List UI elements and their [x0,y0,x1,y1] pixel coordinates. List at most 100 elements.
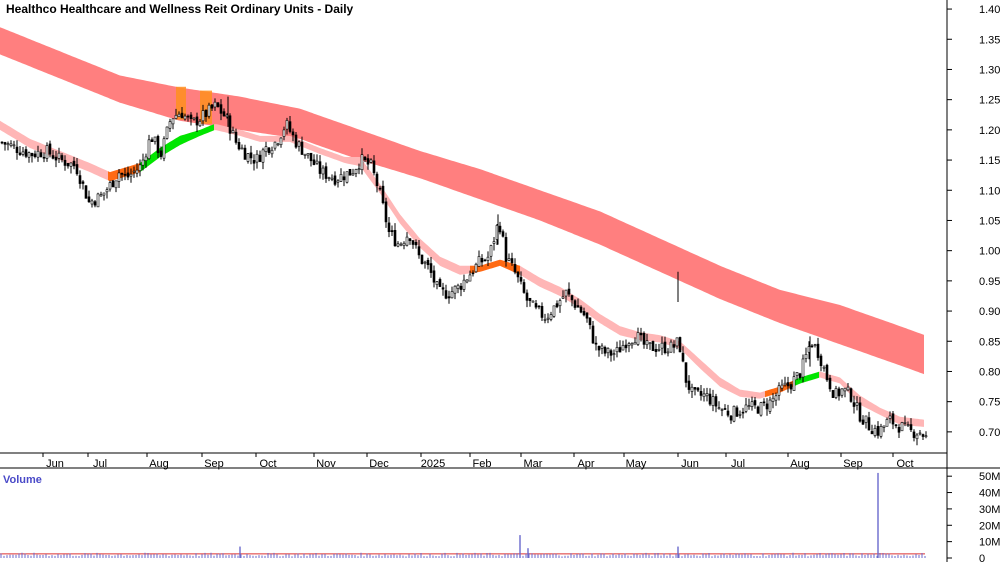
candle-body [147,139,151,159]
candle [369,158,373,164]
candle [435,281,439,290]
candle-body [876,425,880,436]
candle-body [168,121,172,129]
candle [402,241,406,250]
candle [564,289,568,303]
candle [672,340,676,354]
candle-body [246,153,250,162]
candle [594,336,598,351]
y-tick-label: 0.80 [979,366,1000,378]
candle [423,260,427,269]
candle-body [240,147,244,150]
candle [309,152,313,167]
volume-title: Volume [3,474,42,486]
candle-body [828,377,832,390]
candle-body [429,263,433,273]
candle-body [153,136,157,142]
candle [303,153,307,159]
candle [654,343,658,357]
candle [117,169,121,188]
trend-segment-rising-1 [795,371,819,386]
candle [159,146,163,160]
candle [558,298,562,313]
candle [786,376,790,393]
candle [870,424,874,435]
candle [663,336,667,355]
candle [399,242,403,247]
candle-body [81,181,85,184]
candle-body [294,134,298,148]
candle [327,176,331,182]
candle-body [804,354,808,359]
candle-body [30,153,34,157]
candle-body [195,116,199,126]
x-tick-label: Jul [93,458,107,470]
candle-body [576,305,580,308]
candle [279,137,283,148]
candle [699,384,703,401]
candle-body [735,407,739,417]
candle [135,163,139,178]
y-tick-label: 0.90 [979,306,1000,318]
candle-body [93,201,97,206]
candle-body [330,177,334,180]
candle [900,421,904,432]
candle-body [528,297,532,302]
candle [165,126,169,140]
candle [498,221,502,235]
candle-body [489,245,493,257]
candle-body [108,182,112,190]
candle [108,180,112,192]
candle [804,347,808,363]
candle [54,150,58,168]
candle [66,162,70,169]
candle [387,217,391,238]
candle [519,271,523,285]
candle-body [486,256,490,261]
candle-body [717,407,721,409]
candle-body [633,342,637,345]
candle-body [834,388,838,398]
candle-body [603,346,607,354]
candle [189,112,193,126]
candle-body [360,154,364,170]
candle [129,168,133,183]
x-tick-label: Nov [316,458,336,470]
candle-body [615,347,619,353]
candle [645,333,649,349]
candle [333,171,337,187]
candle-body [618,347,622,353]
candle-body [150,139,154,142]
candle-body [801,358,805,378]
candle-body [99,194,103,197]
candle-body [786,382,790,387]
candle-body [24,149,28,157]
candle [846,383,850,392]
candle [249,145,253,165]
candle [765,398,769,416]
candle-body [162,138,166,159]
candle [690,383,694,398]
candle [255,150,259,169]
candle-body [660,342,664,349]
candle-body [216,102,220,107]
candle [480,254,484,267]
candle [381,180,385,205]
candle [426,257,430,270]
candle [360,148,364,175]
candle [174,108,178,120]
candle-body [87,196,91,203]
candle-body [450,291,454,299]
candle [123,167,127,181]
candle [9,140,13,148]
candle-body [534,303,538,308]
candle [705,387,709,402]
candle [210,103,214,111]
candle-body [513,264,517,273]
x-tick-label: Dec [369,458,389,470]
candle-body [465,279,469,283]
candle-body [48,143,52,155]
candle [30,152,34,163]
trend-segment-rising-0 [140,124,214,173]
candle [876,421,880,439]
